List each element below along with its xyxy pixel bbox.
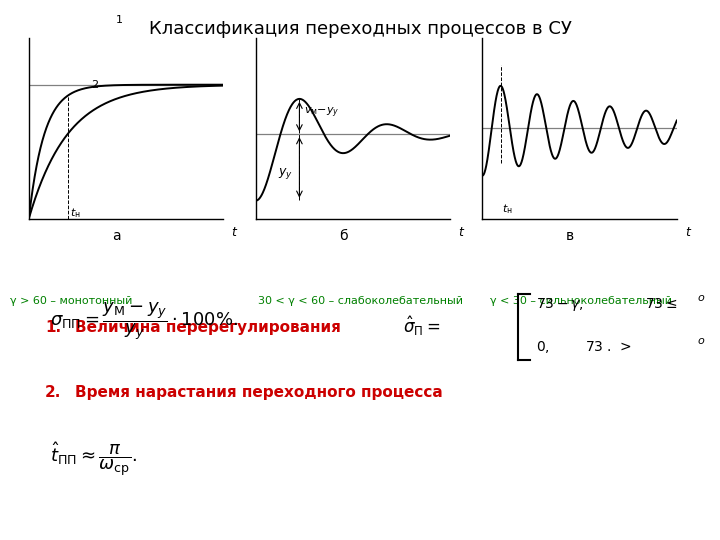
Text: γ > 60 – монотонный: γ > 60 – монотонный [10, 296, 132, 306]
Text: $y_y$: $y_y$ [278, 166, 293, 181]
Text: $o$: $o$ [696, 293, 705, 303]
Text: $o$: $o$ [696, 336, 705, 346]
Text: 30 < γ < 60 – слабоколебательный: 30 < γ < 60 – слабоколебательный [258, 296, 463, 306]
Text: $73 \leq$: $73 \leq$ [645, 297, 678, 311]
Text: 1: 1 [116, 15, 123, 25]
Text: 1.: 1. [45, 320, 61, 335]
Text: $t_{\rm н}$: $t_{\rm н}$ [503, 202, 513, 215]
Text: $\sigma_{\Pi\Pi} = \dfrac{y_{\rm M} - y_y}{y_y} \cdot 100\%.$: $\sigma_{\Pi\Pi} = \dfrac{y_{\rm M} - y_… [50, 300, 238, 342]
Text: Классификация переходных процессов в СУ: Классификация переходных процессов в СУ [148, 20, 572, 38]
Text: 2.: 2. [45, 385, 61, 400]
Text: $73 \; . \; >$: $73 \; . \; >$ [585, 340, 632, 354]
Text: $v_{\rm м}{-}y_y$: $v_{\rm м}{-}y_y$ [305, 106, 340, 120]
Text: б: б [339, 230, 347, 244]
Text: $\hat{\sigma}_{\Pi} =$: $\hat{\sigma}_{\Pi} =$ [403, 315, 441, 339]
Text: $t$: $t$ [458, 226, 465, 239]
Text: $73 - \gamma,$: $73 - \gamma,$ [536, 295, 584, 313]
Text: $0,$: $0,$ [536, 339, 550, 355]
Text: $t$: $t$ [231, 226, 238, 239]
Text: $t$: $t$ [685, 226, 692, 239]
Text: $\hat{t}_{\Pi\Pi} \approx \dfrac{\pi}{\omega_{\rm cp}}.$: $\hat{t}_{\Pi\Pi} \approx \dfrac{\pi}{\o… [50, 440, 138, 478]
Text: γ < 30 – сильноколебательный: γ < 30 – сильноколебательный [490, 296, 672, 306]
Text: а: а [112, 230, 120, 244]
Text: 2: 2 [91, 80, 98, 91]
Text: $t_{\rm н}$: $t_{\rm н}$ [70, 206, 81, 220]
Text: в: в [566, 230, 574, 244]
Text: Величина перерегулирования: Величина перерегулирования [75, 320, 341, 335]
Text: Время нарастания переходного процесса: Время нарастания переходного процесса [75, 385, 443, 400]
